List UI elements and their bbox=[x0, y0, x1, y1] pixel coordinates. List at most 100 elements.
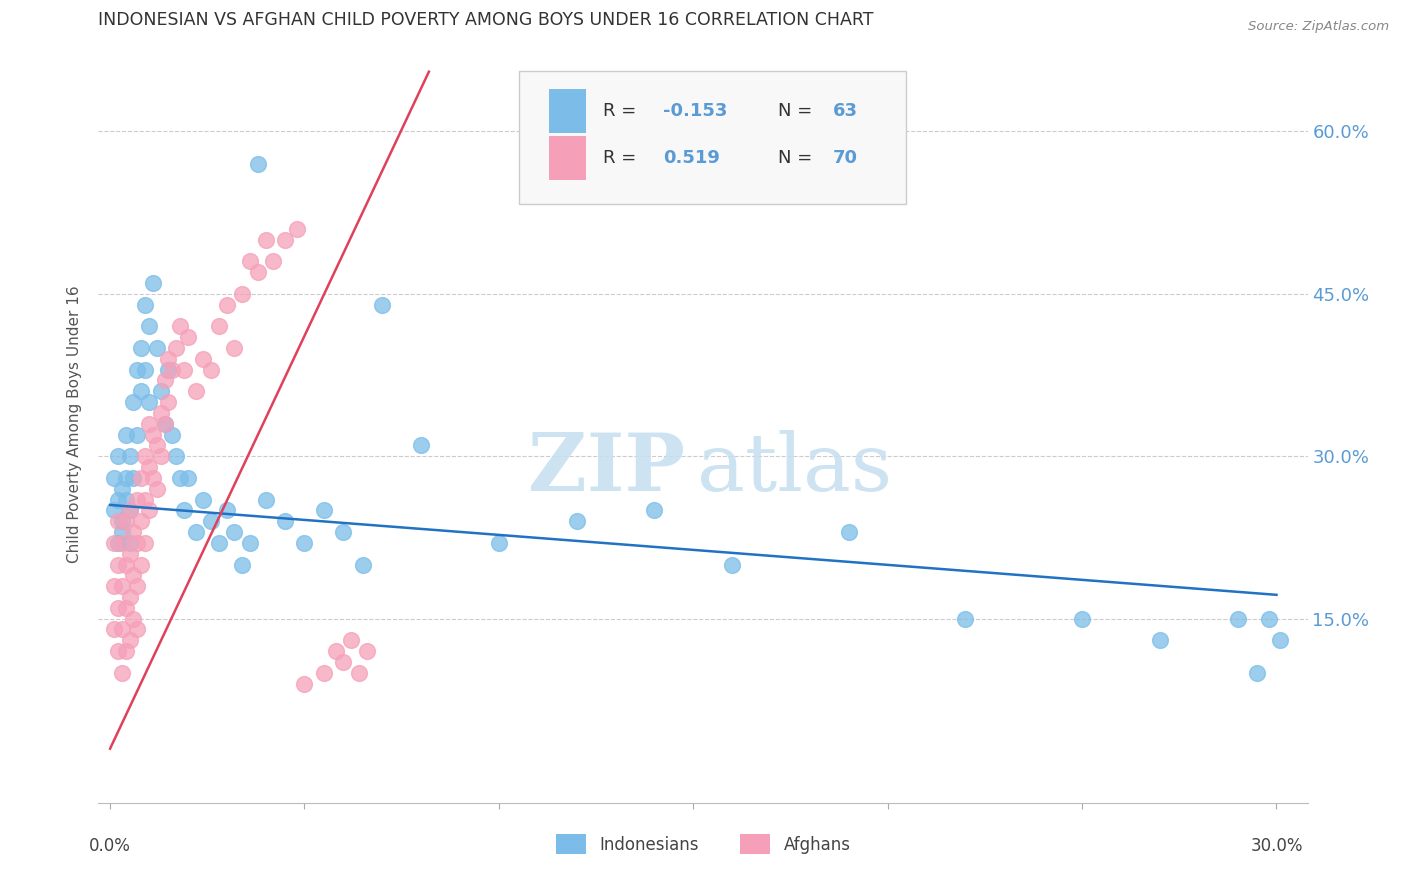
Point bbox=[107, 536, 129, 550]
Legend: Indonesians, Afghans: Indonesians, Afghans bbox=[547, 826, 859, 863]
Point bbox=[129, 558, 152, 572]
Point bbox=[118, 536, 141, 550]
Point bbox=[129, 514, 152, 528]
Point bbox=[111, 665, 134, 680]
Point bbox=[129, 341, 152, 355]
Point bbox=[153, 417, 176, 431]
Point bbox=[122, 568, 145, 582]
Point bbox=[111, 623, 134, 637]
Point bbox=[254, 492, 277, 507]
Point bbox=[262, 254, 284, 268]
Text: N =: N = bbox=[778, 149, 818, 168]
Text: Source: ZipAtlas.com: Source: ZipAtlas.com bbox=[1249, 20, 1389, 33]
Point bbox=[107, 600, 129, 615]
Point bbox=[215, 503, 238, 517]
Point bbox=[200, 514, 222, 528]
Point bbox=[215, 297, 238, 311]
Point bbox=[134, 297, 156, 311]
Point bbox=[246, 157, 269, 171]
Point bbox=[224, 341, 246, 355]
Point bbox=[138, 319, 160, 334]
FancyBboxPatch shape bbox=[550, 136, 586, 180]
Point bbox=[184, 384, 207, 399]
Point bbox=[169, 319, 191, 334]
Point bbox=[312, 665, 335, 680]
FancyBboxPatch shape bbox=[519, 71, 905, 204]
Point bbox=[122, 524, 145, 539]
Text: 0.0%: 0.0% bbox=[89, 838, 131, 855]
Point bbox=[138, 417, 160, 431]
Point bbox=[129, 384, 152, 399]
Point bbox=[103, 471, 125, 485]
Point bbox=[145, 341, 167, 355]
Point bbox=[294, 676, 316, 690]
Point bbox=[246, 265, 269, 279]
Point bbox=[162, 427, 184, 442]
Point bbox=[118, 503, 141, 517]
Point bbox=[411, 438, 433, 452]
Point bbox=[134, 492, 156, 507]
Point bbox=[127, 623, 149, 637]
Point bbox=[111, 524, 134, 539]
Point bbox=[138, 460, 160, 475]
Text: R =: R = bbox=[603, 149, 647, 168]
Point bbox=[134, 362, 156, 376]
Point bbox=[285, 221, 308, 235]
Point bbox=[118, 633, 141, 648]
Point bbox=[332, 655, 354, 669]
Point bbox=[127, 536, 149, 550]
Point bbox=[111, 579, 134, 593]
Point bbox=[145, 482, 167, 496]
Point bbox=[1257, 612, 1279, 626]
Point bbox=[157, 395, 180, 409]
Point bbox=[114, 514, 136, 528]
Text: N =: N = bbox=[778, 102, 818, 120]
Point bbox=[142, 276, 165, 290]
Point bbox=[565, 514, 588, 528]
Point bbox=[312, 503, 335, 517]
Point bbox=[1071, 612, 1094, 626]
Text: 70: 70 bbox=[832, 149, 858, 168]
Point bbox=[127, 362, 149, 376]
Point bbox=[1226, 612, 1249, 626]
Point bbox=[325, 644, 347, 658]
Point bbox=[173, 503, 195, 517]
Point bbox=[643, 503, 665, 517]
Point bbox=[231, 558, 253, 572]
Point bbox=[118, 449, 141, 463]
Point bbox=[127, 427, 149, 442]
Point bbox=[274, 514, 297, 528]
Point bbox=[169, 471, 191, 485]
Point bbox=[107, 449, 129, 463]
Point bbox=[149, 384, 172, 399]
Point bbox=[224, 524, 246, 539]
Point bbox=[157, 351, 180, 366]
Point bbox=[103, 503, 125, 517]
Point bbox=[838, 524, 860, 539]
Point bbox=[955, 612, 977, 626]
Point bbox=[103, 536, 125, 550]
Point bbox=[107, 644, 129, 658]
Point bbox=[165, 341, 187, 355]
Point bbox=[114, 558, 136, 572]
Text: 0.519: 0.519 bbox=[664, 149, 720, 168]
Point bbox=[208, 536, 231, 550]
Point bbox=[142, 427, 165, 442]
Point bbox=[153, 417, 176, 431]
Point bbox=[122, 471, 145, 485]
Point bbox=[239, 536, 262, 550]
Point bbox=[111, 482, 134, 496]
Point bbox=[153, 373, 176, 387]
Text: atlas: atlas bbox=[697, 430, 891, 508]
Point bbox=[122, 612, 145, 626]
Point bbox=[332, 524, 354, 539]
Text: ZIP: ZIP bbox=[527, 430, 685, 508]
Point bbox=[721, 558, 744, 572]
Point bbox=[134, 449, 156, 463]
Point bbox=[193, 492, 215, 507]
Point bbox=[127, 492, 149, 507]
Point bbox=[488, 536, 510, 550]
Point bbox=[347, 665, 370, 680]
Point bbox=[145, 438, 167, 452]
Point bbox=[177, 471, 200, 485]
